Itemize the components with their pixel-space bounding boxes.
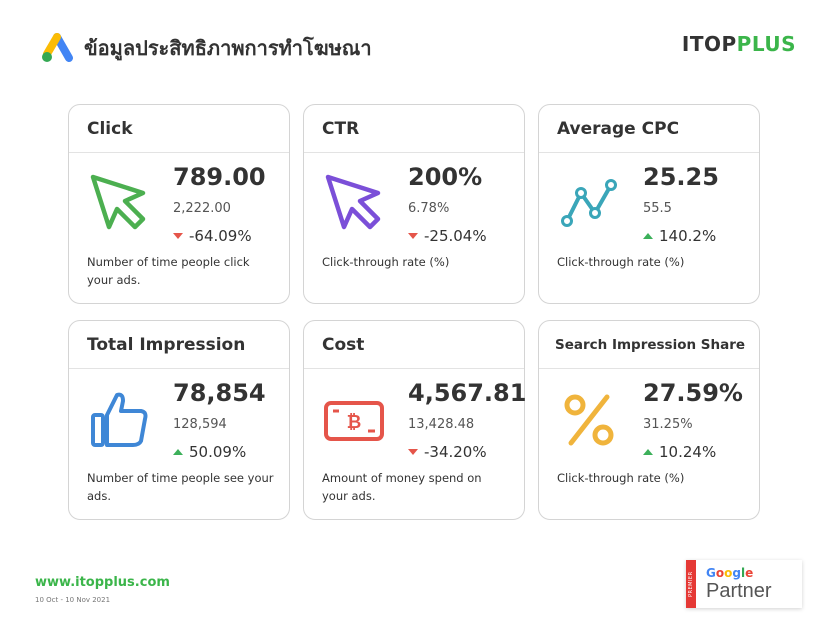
up-arrow-icon xyxy=(643,233,653,239)
metric-change: -64.09% xyxy=(173,227,252,245)
metric-description: Number of time people click your ads. xyxy=(87,255,250,287)
metric-change: -25.04% xyxy=(408,227,487,245)
cursor-icon xyxy=(87,171,153,237)
metric-value: 4,567.81 xyxy=(408,379,527,407)
card-title: Search Impression Share xyxy=(539,321,759,369)
up-arrow-icon xyxy=(173,449,183,455)
card-title: Click xyxy=(69,105,289,153)
metric-card-cost: Cost ₿ 4,567.81 13,428.48 -34.20% Amount… xyxy=(303,320,527,520)
website-link[interactable]: www.itopplus.com xyxy=(35,575,170,590)
metric-previous-value: 31.25% xyxy=(643,417,693,432)
metric-card-search-impression-share: Search Impression Share 27.59% 31.25% 10… xyxy=(538,320,760,520)
itopplus-logo: ITOPPLUS xyxy=(681,32,796,56)
metric-value: 25.25 xyxy=(643,163,719,191)
metric-previous-value: 2,222.00 xyxy=(173,201,231,216)
down-arrow-icon xyxy=(408,449,418,455)
metric-change: 10.24% xyxy=(643,443,716,461)
card-title: Cost xyxy=(304,321,524,369)
bitcoin-card-icon: ₿ xyxy=(322,387,388,453)
metric-description: Number of time people see your ads. xyxy=(87,471,274,503)
svg-text:₿: ₿ xyxy=(347,412,362,433)
metric-previous-value: 128,594 xyxy=(173,417,227,432)
card-title: CTR xyxy=(304,105,524,153)
metric-previous-value: 13,428.48 xyxy=(408,417,475,432)
metric-value: 78,854 xyxy=(173,379,266,407)
page-header: ข้อมูลประสิทธิภาพการทำโฆษณา xyxy=(40,30,372,66)
metric-card-total-impression: Total Impression 78,854 128,594 50.09% N… xyxy=(68,320,290,520)
card-title: Total Impression xyxy=(69,321,289,369)
google-ads-icon xyxy=(42,33,73,62)
metric-change: 140.2% xyxy=(643,227,716,245)
metric-change: 50.09% xyxy=(173,443,246,461)
google-wordmark: Google xyxy=(706,566,754,580)
line-chart-icon xyxy=(557,171,623,237)
down-arrow-icon xyxy=(408,233,418,239)
google-partner-badge: PREMIER Google Partner xyxy=(686,560,802,608)
metric-value: 27.59% xyxy=(643,379,743,407)
cursor-icon xyxy=(322,171,388,237)
metric-card-ctr: CTR 200% 6.78% -25.04% Click-through rat… xyxy=(303,104,525,304)
metric-description: Click-through rate (%) xyxy=(557,255,685,269)
page-title: ข้อมูลประสิทธิภาพการทำโฆษณา xyxy=(84,36,372,60)
metric-value: 789.00 xyxy=(173,163,266,191)
metric-value: 200% xyxy=(408,163,483,191)
premier-label: PREMIER xyxy=(686,560,696,608)
metric-previous-value: 55.5 xyxy=(643,201,672,216)
metric-previous-value: 6.78% xyxy=(408,201,450,216)
metric-description: Click-through rate (%) xyxy=(557,471,685,485)
down-arrow-icon xyxy=(173,233,183,239)
metric-change: -34.20% xyxy=(408,443,487,461)
thumbs-up-icon xyxy=(87,387,153,453)
metric-description: Amount of money spend on your ads. xyxy=(322,471,482,503)
percent-icon xyxy=(557,387,623,453)
up-arrow-icon xyxy=(643,449,653,455)
metric-card-click: Click 789.00 2,222.00 -64.09% Number of … xyxy=(68,104,290,304)
card-title: Average CPC xyxy=(539,105,759,153)
date-range: 10 Oct - 10 Nov 2021 xyxy=(35,596,111,604)
metric-description: Click-through rate (%) xyxy=(322,255,450,269)
partner-wordmark: Partner xyxy=(706,580,772,602)
metric-card-average-cpc: Average CPC 25.25 55.5 140.2% Click-thro… xyxy=(538,104,760,304)
